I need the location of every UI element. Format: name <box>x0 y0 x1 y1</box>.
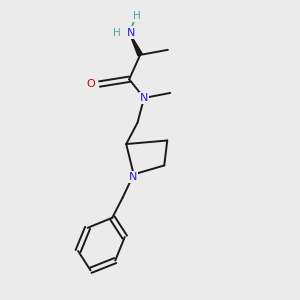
Text: N: N <box>140 93 148 103</box>
Polygon shape <box>129 33 142 56</box>
Text: H: H <box>113 28 121 38</box>
Text: N: N <box>127 28 135 38</box>
Text: N: N <box>129 172 137 182</box>
Text: H: H <box>133 11 140 21</box>
Text: O: O <box>87 79 95 89</box>
